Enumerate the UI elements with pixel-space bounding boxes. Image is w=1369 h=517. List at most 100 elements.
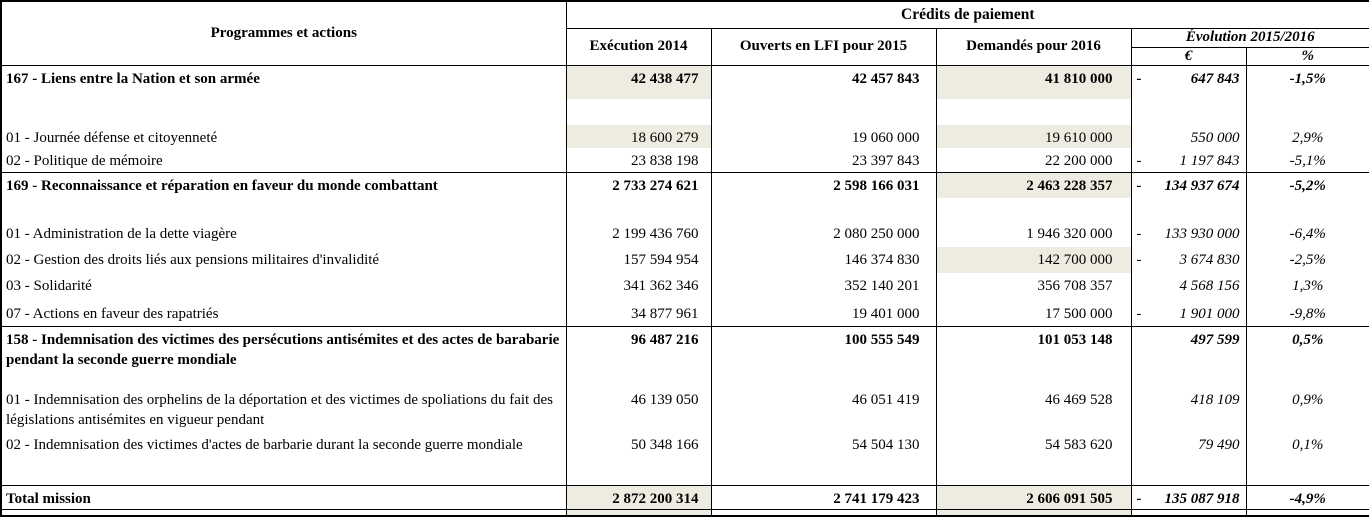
action-label: 01 - Journée défense et citoyenneté: [6, 130, 218, 147]
row-action-158-02: 02 - Indemnisation des victimes d'actes …: [1, 432, 1369, 486]
cell-lfi: 2 080 250 000: [710, 221, 936, 248]
cell-evolution: - 3 674 830: [1130, 247, 1246, 274]
row-action-158-01: 01 - Indemnisation des orphelins de la d…: [1, 387, 1369, 433]
cell-percent: -2,5%: [1245, 247, 1369, 274]
cell-percent: -6,4%: [1245, 221, 1369, 248]
total-label: Total mission: [1, 484, 566, 510]
header-ouverts-lfi-2015: Ouverts en LFI pour 2015: [710, 27, 936, 66]
action-label: 02 - Indemnisation des victimes d'actes …: [6, 437, 523, 454]
row-program-167: 167 - Liens entre la Nation et son armée…: [1, 64, 1369, 100]
cell-execution: 2 199 436 760: [565, 221, 711, 248]
row-total-mission: Total mission 2 872 200 314 2 741 179 42…: [1, 484, 1369, 510]
cell-demandes: 101 053 148: [935, 325, 1131, 388]
cell-execution: 23 838 198: [565, 148, 711, 173]
cell-evolution: 418 109: [1130, 387, 1246, 433]
cell-evolution: - 647 843: [1130, 64, 1246, 100]
cell-demandes: 17 500 000: [935, 301, 1131, 327]
evolution-value: 3 674 830: [1179, 252, 1240, 269]
evolution-value: 1 901 000: [1179, 306, 1240, 323]
cell-execution: 341 362 346: [565, 273, 711, 302]
cell-lfi: 23 397 843: [710, 148, 936, 173]
cell-evolution: 79 490: [1130, 432, 1246, 486]
header-euro: €: [1130, 46, 1246, 66]
evolution-value: 418 109: [1190, 392, 1240, 409]
header-row-subcolumns: € %: [1, 46, 1369, 66]
cell-percent: -5,1%: [1245, 148, 1369, 173]
cell-lfi: 19 401 000: [710, 301, 936, 327]
header-row-top: Programmes et actions Crédits de paiemen…: [1, 1, 1369, 41]
program-label: 158 - Indemnisation des victimes des per…: [1, 325, 566, 388]
cell-percent: 0,9%: [1245, 387, 1369, 433]
header-execution-2014: Exécution 2014: [565, 27, 711, 66]
row-spacer: [1, 99, 1369, 126]
evolution-sign: -: [1136, 153, 1142, 170]
cell-percent: -9,8%: [1245, 301, 1369, 327]
header-row-columns: Exécution 2014 Ouverts en LFI pour 2015 …: [1, 27, 1369, 66]
cell-evolution: - 1 901 000: [1130, 301, 1246, 327]
cell-lfi: 54 504 130: [710, 432, 936, 486]
action-label: 03 - Solidarité: [6, 278, 92, 295]
evolution-value: 4 568 156: [1179, 278, 1240, 295]
row-action-169-02: 02 - Gestion des droits liés aux pension…: [1, 247, 1369, 274]
action-label: 07 - Actions en faveur des rapatriés: [6, 306, 219, 323]
action-label: 01 - Indemnisation des orphelins de la d…: [6, 392, 553, 429]
cell-percent: -1,5%: [1245, 64, 1369, 100]
cell-percent: 0,1%: [1245, 432, 1369, 486]
row-action-169-03: 03 - Solidarité 341 362 346 352 140 201 …: [1, 273, 1369, 302]
action-label: 01 - Administration de la dette viagère: [6, 226, 237, 243]
header-credits-de-paiement: Crédits de paiement: [565, 1, 1369, 28]
cell-evolution: 497 599: [1130, 325, 1246, 388]
evolution-value: 497 599: [1190, 331, 1240, 348]
cell-evolution: - 134 937 674: [1130, 171, 1246, 199]
cell-execution: 50 348 166: [565, 432, 711, 486]
cell-demandes: 41 810 000: [935, 64, 1131, 100]
row-action-167-02: 02 - Politique de mémoire 23 838 198 23 …: [1, 148, 1369, 173]
cell-lfi: 46 051 419: [710, 387, 936, 433]
cell-demandes: 356 708 357: [935, 273, 1131, 302]
cell-lfi: 100 555 549: [710, 325, 936, 388]
evolution-sign: -: [1136, 226, 1142, 243]
evolution-value: 134 937 674: [1164, 177, 1240, 194]
header-programmes-et-actions: Programmes et actions: [210, 24, 357, 41]
cell-percent: 1,3%: [1245, 273, 1369, 302]
cell-lfi: 146 374 830: [710, 247, 936, 274]
cell-percent: 2,9%: [1245, 125, 1369, 149]
action-label: 02 - Politique de mémoire: [6, 153, 163, 170]
cell-evolution: 550 000: [1130, 125, 1246, 149]
evolution-sign: -: [1136, 490, 1142, 507]
cell-evolution: - 1 197 843: [1130, 148, 1246, 173]
cell-execution: 96 487 216: [565, 325, 711, 388]
cell-percent: -5,2%: [1245, 171, 1369, 199]
cell-demandes: 1 946 320 000: [935, 221, 1131, 248]
cell-lfi: 19 060 000: [710, 125, 936, 149]
program-label: 167 - Liens entre la Nation et son armée: [1, 64, 566, 100]
program-label: 169 - Reconnaissance et réparation en fa…: [1, 171, 566, 199]
cell-demandes: 19 610 000: [935, 125, 1131, 149]
cell-lfi: 2 741 179 423: [710, 484, 936, 510]
evolution-value: 1 197 843: [1179, 153, 1240, 170]
cell-percent: -4,9%: [1245, 484, 1369, 510]
cell-evolution: - 133 930 000: [1130, 221, 1246, 248]
cell-execution: 2 872 200 314: [565, 484, 711, 510]
evolution-value: 79 490: [1198, 437, 1240, 454]
header-evolution-2015-2016: Évolution 2015/2016: [1130, 27, 1369, 47]
row-action-169-01: 01 - Administration de la dette viagère …: [1, 221, 1369, 248]
cell-demandes: 22 200 000: [935, 148, 1131, 173]
evolution-sign: -: [1136, 306, 1142, 323]
row-program-169: 169 - Reconnaissance et réparation en fa…: [1, 171, 1369, 199]
cell-percent: 0,5%: [1245, 325, 1369, 388]
cell-execution: 2 733 274 621: [565, 171, 711, 199]
cell-demandes: 46 469 528: [935, 387, 1131, 433]
row-action-167-01: 01 - Journée défense et citoyenneté 18 6…: [1, 125, 1369, 149]
evolution-value: 133 930 000: [1164, 226, 1240, 243]
cell-execution: 157 594 954: [565, 247, 711, 274]
row-action-169-07: 07 - Actions en faveur des rapatriés 34 …: [1, 301, 1369, 327]
evolution-value: 550 000: [1190, 130, 1240, 147]
cell-lfi: 2 598 166 031: [710, 171, 936, 199]
evolution-sign: -: [1136, 177, 1142, 194]
header-demandes-2016: Demandés pour 2016: [935, 27, 1131, 66]
cell-demandes: 2 463 228 357: [935, 171, 1131, 199]
cell-execution: 18 600 279: [565, 125, 711, 149]
